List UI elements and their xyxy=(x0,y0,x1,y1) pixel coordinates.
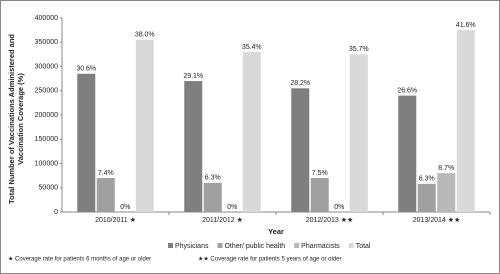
bar xyxy=(310,178,329,212)
legend-swatch xyxy=(217,243,223,248)
y-tick-label: 300000 xyxy=(35,63,58,70)
value-label: 35.4% xyxy=(242,44,262,51)
legend-swatch xyxy=(168,243,173,248)
legend-label: Pharmacists xyxy=(301,243,340,250)
y-tick-label: 0 xyxy=(54,209,58,216)
value-label: 6.3% xyxy=(419,176,435,183)
bar xyxy=(349,54,368,212)
bar xyxy=(456,30,475,212)
x-tick-label: 2012/2013 ★★ xyxy=(306,216,354,224)
value-label: 30.6% xyxy=(76,66,96,73)
bar xyxy=(291,88,310,212)
bar xyxy=(437,173,456,212)
bar xyxy=(77,73,96,213)
x-tick-label: 2013/2014 ★★ xyxy=(413,216,461,224)
bar xyxy=(135,39,154,213)
bar xyxy=(184,81,203,212)
footnote: ★★ Coverage rate for patients 5 years of… xyxy=(198,256,342,263)
x-tick-label: 2010/2011 ★ xyxy=(95,216,136,224)
legend-label: Physicians xyxy=(175,243,209,250)
y-tick-label: 50000 xyxy=(39,185,59,192)
bar xyxy=(242,51,261,213)
value-label: 29.1% xyxy=(183,73,203,80)
legend-swatch xyxy=(348,243,354,248)
value-label: 7.5% xyxy=(312,170,328,177)
value-label: 6.3% xyxy=(205,175,221,182)
y-tick-label: 250000 xyxy=(35,88,58,95)
value-label: 0% xyxy=(334,204,344,211)
value-label: 0% xyxy=(120,204,130,211)
bar xyxy=(203,182,222,212)
legend-label: Total xyxy=(356,243,371,250)
y-tick-label: 100000 xyxy=(35,160,58,167)
y-tick-label: 350000 xyxy=(35,39,58,46)
value-label: 7.4% xyxy=(98,170,114,177)
x-tick-label: 2011/2012 ★ xyxy=(202,216,243,224)
y-axis-title: Total Number of Vaccinations Administere… xyxy=(7,33,25,205)
value-label: 28.2% xyxy=(290,80,310,87)
footnote: ★ Coverage rate for patients 6 months of… xyxy=(8,256,151,263)
y-tick-label: 150000 xyxy=(35,136,58,143)
y-tick-label: 400000 xyxy=(35,15,58,22)
value-label: 26.6% xyxy=(397,87,417,94)
value-label: 35.7% xyxy=(349,46,369,53)
bar xyxy=(398,95,417,212)
bar xyxy=(96,178,115,212)
x-axis-title: Year xyxy=(268,227,284,236)
bar xyxy=(417,183,436,212)
value-label: 8.7% xyxy=(438,165,454,172)
legend-swatch xyxy=(294,243,300,248)
value-label: 0% xyxy=(227,204,237,211)
legend-label: Other/ public health xyxy=(224,243,285,250)
value-label: 41.6% xyxy=(456,22,476,29)
value-label: 38.0% xyxy=(135,32,155,39)
y-tick-label: 200000 xyxy=(35,112,58,119)
